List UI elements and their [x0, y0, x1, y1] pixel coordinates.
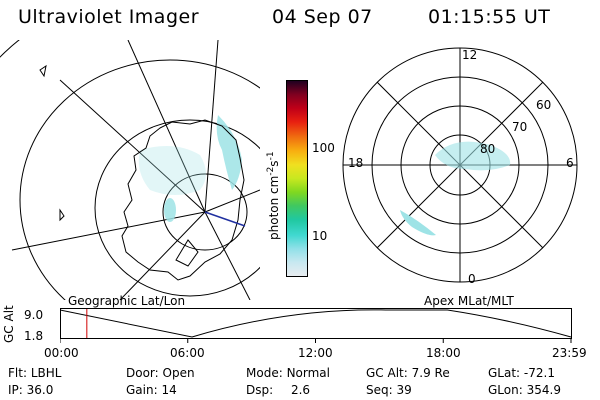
status-door: Door: Open [126, 366, 195, 380]
x-tick-0000: 00:00 [44, 346, 79, 360]
lat-circle-mid [94, 119, 260, 297]
aurora-patches [138, 115, 242, 222]
altitude-y-bottom: 1.8 [24, 329, 44, 343]
altitude-curve [60, 309, 572, 338]
x-tick-1200: 12:00 [298, 346, 333, 360]
status-seq: Seq: 39 [366, 383, 412, 397]
meridian-7 [119, 211, 206, 300]
x-tick-1800: 18:00 [426, 346, 461, 360]
status-ip: IP: 36.0 [8, 383, 54, 397]
altitude-y-top: 9.0 [24, 308, 44, 322]
date-label: 04 Sep 07 [272, 6, 373, 28]
status-glat: GLat: -72.1 [488, 366, 555, 380]
aurora-oval [400, 141, 511, 236]
status-gain: Gain: 14 [126, 383, 177, 397]
mlat-label-70: 70 [512, 120, 527, 134]
mlat-label-80: 80 [480, 142, 495, 156]
mlt-label-0: 0 [468, 272, 476, 285]
meridian-4 [204, 40, 219, 213]
mlat-label-60: 60 [536, 98, 551, 112]
mlt-label-6: 6 [566, 156, 574, 170]
status-dsp: Dsp: 2.6 [246, 383, 311, 397]
meridian-1 [11, 211, 206, 251]
status-glon: GLon: 354.9 [488, 383, 561, 397]
lat-circle-inner [162, 173, 248, 251]
meridian-6 [204, 211, 251, 300]
magnetic-polar-plot: 12 18 6 0 60 70 80 [342, 47, 578, 285]
colorbar [286, 80, 308, 277]
meridian-2 [59, 79, 206, 213]
meridian-5 [204, 189, 260, 213]
instrument-title: Ultraviolet Imager [18, 6, 200, 28]
mlt-label-18: 18 [348, 156, 363, 170]
mlt-label-12: 12 [462, 48, 477, 62]
colorbar-tick-100: 100 [312, 141, 335, 155]
altitude-plot [60, 308, 572, 343]
altitude-y-label: GC Alt [2, 305, 16, 343]
colorbar-unit-label: photon cm-2s-1 [266, 151, 281, 240]
status-flt: Flt: LBHL [8, 366, 62, 380]
x-tick-2359: 23:59 [552, 346, 587, 360]
terminator-line [204, 211, 246, 227]
apex-caption: Apex MLat/MLT [424, 294, 514, 308]
geographic-map [0, 40, 260, 300]
status-mode: Mode: Normal [246, 366, 330, 380]
lat-circle-outermost [0, 40, 20, 58]
meridian-3 [127, 40, 206, 213]
geographic-caption: Geographic Lat/Lon [68, 294, 186, 308]
coastline [121, 119, 245, 281]
colorbar-tick-10: 10 [312, 229, 328, 243]
time-label: 01:15:55 UT [428, 6, 551, 28]
lat-circle-outer [19, 59, 260, 300]
x-tick-0600: 06:00 [170, 346, 205, 360]
status-gcalt: GC Alt: 7.9 Re [366, 366, 450, 380]
coastline-islands [39, 64, 65, 222]
